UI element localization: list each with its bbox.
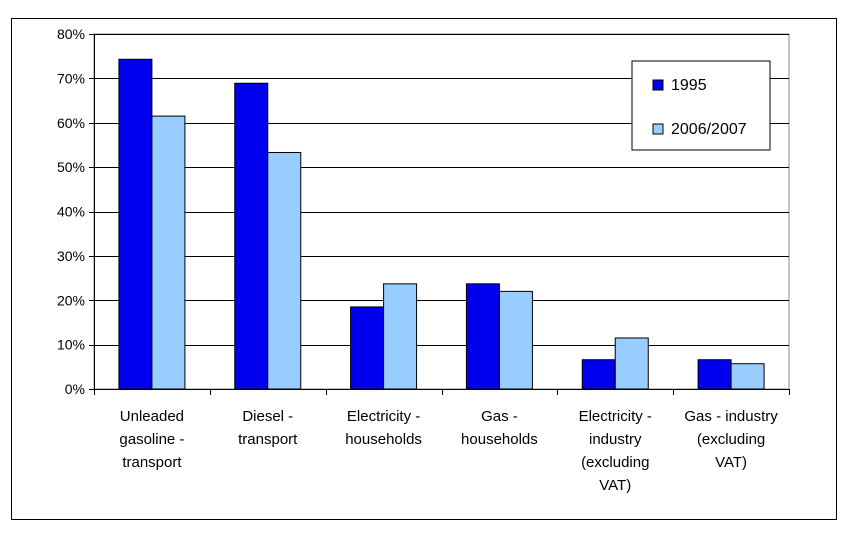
legend: 1995 2006/2007 xyxy=(631,60,771,151)
y-tick-label: 60% xyxy=(57,115,85,131)
legend-box xyxy=(631,60,771,151)
x-tick-label: Diesel -transport xyxy=(238,408,298,448)
bar-series-2-cat-4 xyxy=(498,290,533,390)
axes xyxy=(89,34,790,395)
x-tick-label: Gas - industry (excluding VAT) xyxy=(684,408,778,471)
bar-series-1-cat-1 xyxy=(118,58,153,390)
x-tick-labels: Unleaded gasoline -transport Diesel -trans… xyxy=(119,408,778,494)
y-tick-label: 80% xyxy=(57,26,85,42)
bar-series-2-cat-3 xyxy=(383,283,418,390)
y-tick-label: 10% xyxy=(57,337,85,353)
y-tick-labels: 0% 10% 20% 30% 40% 50% 60% 70% 80% xyxy=(57,26,85,397)
bar-series-2-cat-2 xyxy=(267,151,302,390)
y-tick-label: 30% xyxy=(57,248,85,264)
x-tick-label: Gas -households xyxy=(461,408,538,448)
x-tick-label: Electricity -industry (excluding VAT) xyxy=(579,408,652,494)
bar-series-1-cat-4 xyxy=(465,283,500,390)
legend-swatch xyxy=(652,123,664,135)
bar-series-1-cat-2 xyxy=(234,82,269,390)
y-tick-label: 70% xyxy=(57,70,85,86)
y-tick-label: 50% xyxy=(57,159,85,175)
legend-label: 1995 xyxy=(671,77,707,94)
legend-swatch xyxy=(652,79,664,91)
x-tick-label: Unleaded gasoline -transport xyxy=(119,408,184,471)
bar-series-2-cat-5 xyxy=(614,337,649,390)
y-tick-label: 0% xyxy=(65,381,85,397)
bar-series-1-cat-3 xyxy=(350,306,385,390)
bar-series-2-cat-6 xyxy=(730,363,765,390)
bar-series-1-cat-6 xyxy=(697,359,732,390)
y-tick-label: 20% xyxy=(57,292,85,308)
y-tick-label: 40% xyxy=(57,204,85,220)
bar-series-2-cat-1 xyxy=(151,115,186,390)
bar-chart: 0% 10% 20% 30% 40% 50% 60% 70% 80% Unleaded gasol… xyxy=(57,26,790,494)
chart-frame: 0% 10% 20% 30% 40% 50% 60% 70% 80% Unleaded gasol… xyxy=(11,18,837,520)
bars xyxy=(118,58,765,390)
legend-label: 2006/2007 xyxy=(671,121,747,138)
x-tick-label: Electricity -households xyxy=(345,408,422,448)
bar-series-1-cat-5 xyxy=(581,359,616,390)
